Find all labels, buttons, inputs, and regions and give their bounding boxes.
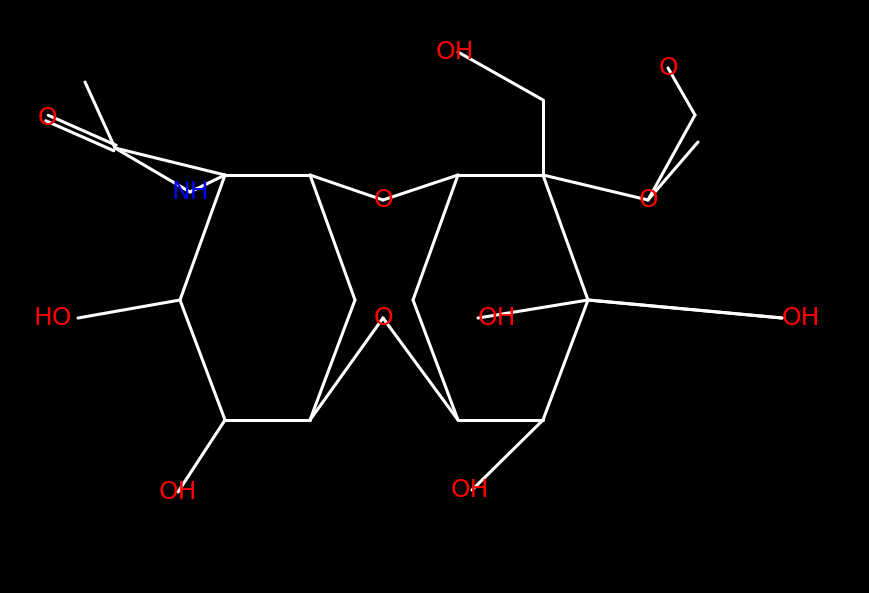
Text: OH: OH — [782, 306, 820, 330]
Text: OH: OH — [451, 478, 489, 502]
Text: O: O — [658, 56, 678, 80]
Text: OH: OH — [435, 40, 474, 64]
Text: O: O — [373, 306, 393, 330]
Text: O: O — [373, 188, 393, 212]
Text: OH: OH — [159, 480, 197, 504]
Text: NH: NH — [171, 180, 209, 204]
Text: O: O — [37, 106, 56, 130]
Text: HO: HO — [34, 306, 72, 330]
Text: OH: OH — [478, 306, 516, 330]
Text: O: O — [638, 188, 658, 212]
